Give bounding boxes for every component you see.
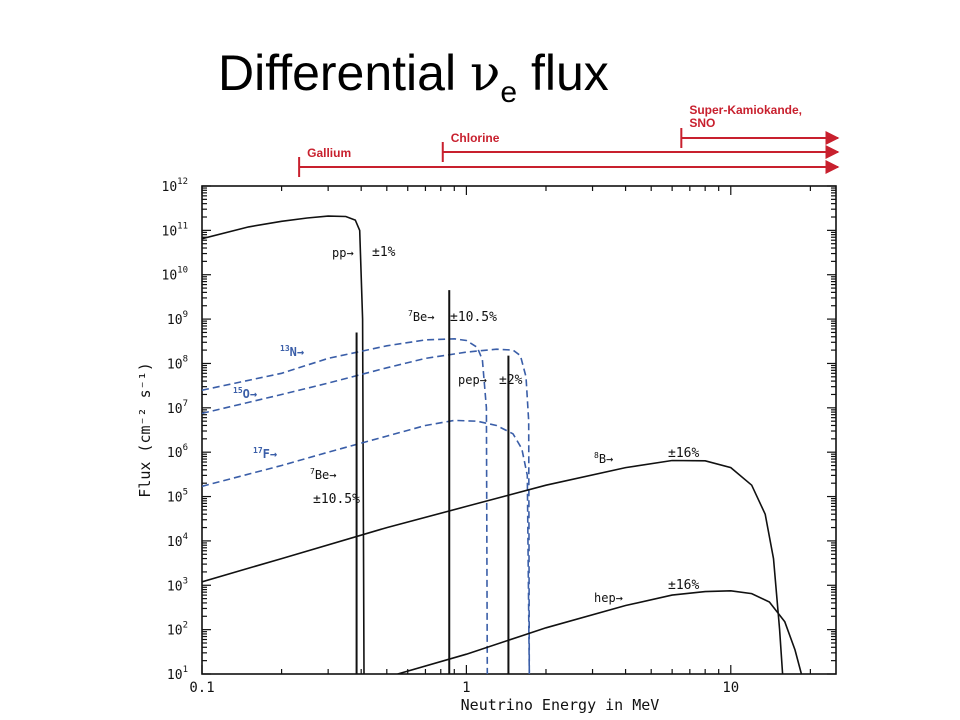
x-tick-label: 0.1 [189, 680, 214, 696]
uncertainty-b8: ±16% [668, 446, 699, 461]
axis-ticks: 0.1 1 10 101 102 103 104 105 106 107 108 109 1010 101… [162, 177, 836, 696]
y-tick-label: 109 [167, 310, 188, 328]
y-tick-label: 1010 [162, 266, 189, 284]
y-tick-label: 108 [167, 354, 188, 372]
line-sources [355, 290, 510, 674]
plot-frame [201, 185, 837, 675]
y-tick-label: 101 [167, 665, 188, 683]
label-o15: 15O→ [233, 386, 257, 401]
source-labels: pp→ ±1% 7Be→ ±10.5% 13N→ 15O→ pep→ ±2% 17F→ 7Be→ ±… [233, 245, 699, 605]
uncertainty-be7-low: ±10.5% [313, 492, 360, 507]
y-tick-label: 103 [167, 576, 188, 594]
label-pep: pep→ [458, 373, 487, 387]
uncertainty-pep: ±2% [499, 373, 523, 388]
curve-f17 [202, 419, 531, 674]
detector-thresholds: Gallium Chlorine Super-Kamiokande, SNO [298, 103, 840, 177]
label-be7-high: 7Be→ [408, 309, 435, 324]
x-tick-label: 10 [722, 680, 739, 696]
y-tick-label: 102 [167, 621, 188, 639]
title-rest: flux [531, 45, 609, 101]
y-tick-label: 106 [167, 443, 188, 461]
label-be7-low: 7Be→ [310, 467, 337, 482]
y-tick-label: 104 [167, 532, 188, 550]
curve-pp [202, 215, 365, 674]
label-b8: 8B→ [594, 451, 613, 466]
uncertainty-hep: ±16% [668, 578, 699, 593]
detector-label-2: Super-Kamiokande, SNO [689, 103, 802, 130]
x-axis-label: Neutrino Energy in MeV [461, 696, 660, 714]
page-title: Differential νe flux [218, 48, 609, 108]
curve-hep [397, 589, 803, 674]
uncertainty-pp: ±1% [372, 245, 396, 260]
detector-label-1: Chlorine [451, 131, 500, 145]
title-main: Differential [218, 45, 457, 101]
x-tick-label: 1 [462, 680, 470, 696]
label-pp: pp→ [332, 246, 354, 260]
y-tick-label: 107 [167, 399, 188, 417]
curve-o15 [202, 348, 531, 674]
detector-label-0: Gallium [307, 146, 351, 160]
label-f17: 17F→ [253, 446, 277, 461]
y-tick-label: 105 [167, 488, 188, 506]
y-tick-label: 1012 [162, 177, 189, 195]
label-hep: hep→ [594, 591, 623, 605]
y-axis-label: Flux (cm⁻² s⁻¹) [136, 362, 154, 497]
title-nu-subscript: e [500, 76, 518, 109]
y-tick-label: 1011 [162, 221, 189, 239]
label-n13: 13N→ [280, 344, 304, 359]
uncertainty-be7-high: ±10.5% [450, 310, 497, 325]
title-nu-symbol: ν [470, 44, 501, 102]
curve-b8 [202, 459, 784, 674]
curve-n13 [202, 337, 489, 674]
spectrum-curves [202, 215, 803, 674]
